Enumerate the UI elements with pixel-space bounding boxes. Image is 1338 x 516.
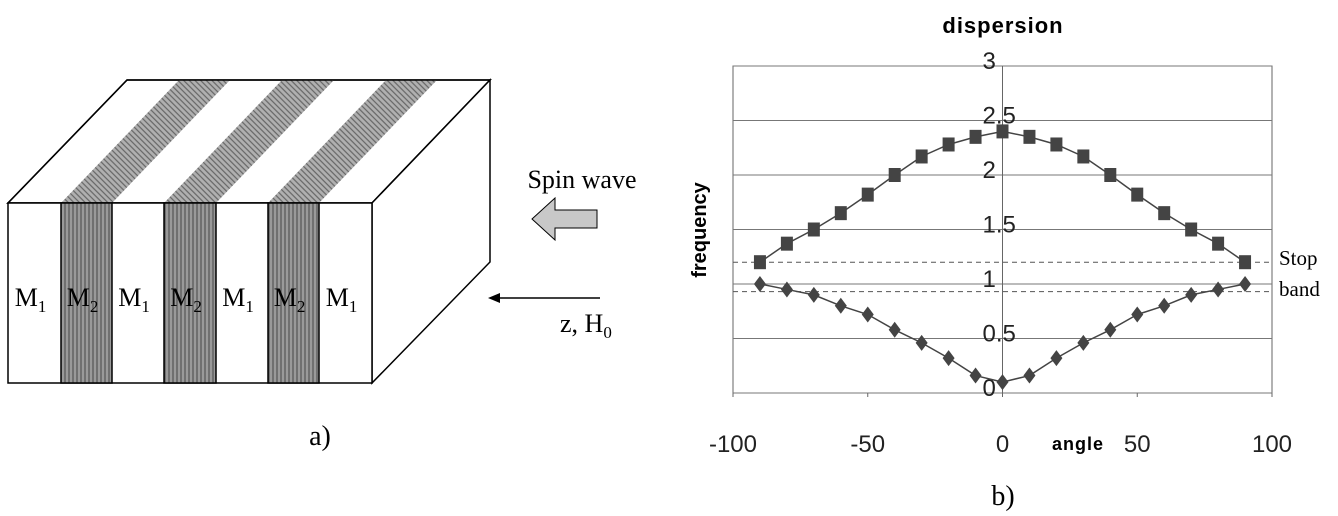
top-stripe: [61, 80, 230, 203]
square-marker: [834, 206, 847, 221]
diamond-marker: [1212, 281, 1225, 298]
wave-arrow: [531, 196, 598, 242]
layer-label: M1: [326, 283, 358, 316]
square-marker: [1131, 187, 1144, 202]
diamond-marker: [996, 374, 1009, 391]
square-marker: [942, 137, 955, 152]
x-tick-label: 100: [1252, 431, 1292, 458]
square-marker: [807, 222, 820, 237]
layer-sub: 2: [193, 297, 202, 316]
layer-sub: 1: [349, 297, 358, 316]
diamond-marker: [1158, 297, 1171, 314]
layer-letter: M: [170, 283, 193, 312]
layer-sub: 1: [141, 297, 150, 316]
layer-letter: M: [118, 283, 141, 312]
diamond-marker: [888, 321, 901, 338]
diamond-marker: [1185, 286, 1198, 303]
diamond-marker: [1050, 350, 1063, 367]
layer-sub: 2: [90, 297, 99, 316]
layer-label: M2: [170, 283, 202, 316]
square-marker: [1104, 168, 1117, 182]
diamond-marker: [1239, 276, 1252, 292]
y-tick-label: 1.5: [983, 212, 1016, 239]
square-marker: [780, 236, 793, 251]
layer-label: M2: [67, 283, 99, 316]
square-marker: [1212, 236, 1225, 251]
diamond-marker: [1077, 334, 1090, 351]
diamond-marker: [753, 276, 766, 292]
x-tick-label: 50: [1124, 431, 1151, 458]
square-marker: [1077, 149, 1090, 164]
layer-label: M1: [118, 283, 150, 316]
y-axis-label: frequency: [689, 181, 711, 277]
layer-label: M1: [15, 283, 47, 316]
diamond-marker: [915, 334, 928, 351]
square-marker: [861, 187, 874, 202]
y-tick-label: 0.5: [983, 321, 1016, 348]
x-tick-label: -100: [709, 431, 757, 458]
layer-label: M1: [222, 283, 254, 316]
annotation: band: [1279, 277, 1320, 301]
square-marker: [915, 149, 928, 164]
square-marker: [753, 255, 766, 270]
layer-letter: M: [15, 283, 38, 312]
diamond-marker: [969, 367, 982, 384]
square-marker: [888, 168, 901, 182]
field-sub: 0: [603, 323, 612, 342]
diamond-marker: [942, 350, 955, 367]
square-marker: [1158, 206, 1171, 221]
layer-letter: M: [274, 283, 297, 312]
diamond-marker: [1023, 367, 1036, 384]
caption-a: a): [309, 421, 331, 452]
chart-title: dispersion: [942, 13, 1063, 38]
y-tick-label: 1: [983, 266, 996, 293]
field-label: z, H0: [560, 309, 612, 342]
y-tick-label: 3: [983, 48, 996, 75]
layer-sub: 1: [245, 297, 254, 316]
diamond-marker: [834, 297, 847, 314]
x-tick-label: 0: [996, 431, 1009, 458]
square-marker: [1185, 222, 1198, 237]
caption-b: b): [991, 481, 1014, 512]
diamond-marker: [780, 281, 793, 298]
top-stripe: [268, 80, 437, 203]
top-stripe: [164, 80, 334, 203]
wave-label: Spin wave: [527, 165, 636, 194]
layer-letter: M: [222, 283, 245, 312]
x-tick-label: -50: [850, 431, 885, 458]
layer-sub: 2: [297, 297, 306, 316]
diamond-marker: [807, 286, 820, 303]
front-stripe: [267, 202, 320, 384]
chart: 00.511.522.53-100 -50 0 50 100dispersionangl…: [689, 13, 1320, 512]
y-tick-label: 0: [983, 375, 996, 402]
front-stripe: [163, 202, 217, 384]
layer-letter: M: [326, 283, 349, 312]
square-marker: [1023, 129, 1036, 144]
y-tick-label: 2: [983, 157, 996, 184]
diamond-marker: [861, 306, 874, 323]
front-stripe: [60, 202, 113, 384]
diamond-marker: [1104, 321, 1117, 338]
annotation: Stop: [1279, 246, 1318, 270]
layer-diagram: [6, 78, 600, 385]
layer-label: M2: [274, 283, 306, 316]
diamond-marker: [1131, 306, 1144, 323]
square-marker: [1239, 255, 1252, 270]
x-axis-label: angle: [1052, 434, 1104, 454]
square-marker: [969, 129, 982, 144]
square-marker: [996, 124, 1009, 139]
field-arrowhead: [488, 293, 500, 303]
field-text: z, H: [560, 309, 604, 338]
layer-sub: 1: [38, 297, 47, 316]
square-marker: [1050, 137, 1063, 152]
layer-letter: M: [67, 283, 90, 312]
